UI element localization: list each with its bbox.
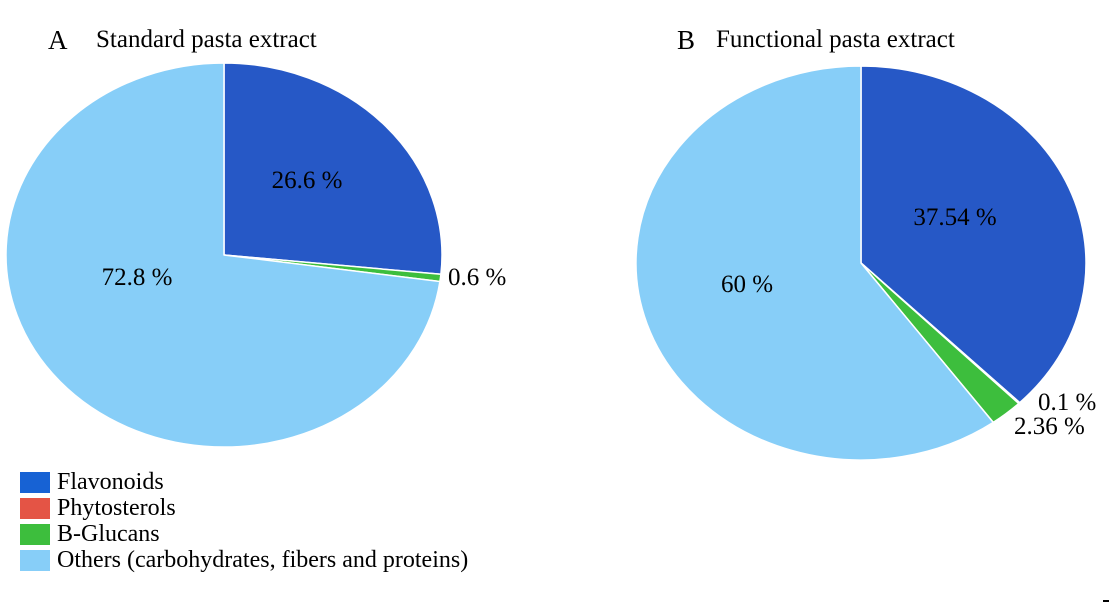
data-label-b-glucans: 2.36 % [1014, 413, 1085, 440]
panel-b-slice-labels: 37.54 % 0.1 %2.36 % 60 % [721, 204, 1096, 440]
phytosterols-swatch [20, 497, 50, 519]
pie-slice-flavonoids [223, 62, 443, 276]
flavonoids-swatch [20, 471, 50, 493]
pie-slice-flavonoids [860, 65, 1087, 404]
data-label-flavonoids: 37.54 % [913, 204, 996, 231]
legend-label: Flavonoids [57, 469, 164, 495]
legend-item-phytosterols: Phytosterols [20, 495, 468, 521]
data-label-others-carbohydrates-fibers-and-proteins: 60 % [721, 271, 773, 298]
legend-item-flavonoids: Flavonoids [20, 469, 468, 495]
data-label-others-carbohydrates-fibers-and-proteins: 72.8 % [102, 264, 173, 291]
legend-label: Phytosterols [57, 495, 176, 521]
legend: Flavonoids Phytosterols B-Glucans Others… [20, 469, 468, 573]
data-label-b-glucans: 0.6 % [448, 264, 506, 291]
panel-a-title: Standard pasta extract [96, 26, 317, 53]
panel-a-letter: A [48, 25, 68, 55]
legend-label: Others (carbohydrates, fibers and protei… [57, 547, 469, 573]
legend-item-b-glucans: B-Glucans [20, 521, 468, 547]
data-label-phytosterols: 0.1 % [1038, 389, 1096, 416]
data-label-flavonoids: 26.6 % [272, 167, 343, 194]
panel-b-title: Functional pasta extract [716, 26, 955, 53]
panel-b-pie [635, 65, 1087, 461]
others-swatch [20, 549, 50, 571]
pie-slice-others-carbohydrates-fibers-and-proteins [635, 65, 994, 461]
panel-a-pie [5, 62, 443, 448]
panel-a-slice-labels: 26.6 % 0.6 % 72.8 % [102, 167, 507, 291]
corner-mark [1103, 600, 1109, 602]
panel-a-standard-pasta: A Standard pasta extract 26.6 % 0.6 % 72.8… [5, 25, 507, 448]
legend-item-others: Others (carbohydrates, fibers and protei… [20, 547, 468, 573]
panel-b-letter: B [677, 25, 695, 55]
pie-slice-others-carbohydrates-fibers-and-proteins [5, 62, 441, 448]
b-glucans-swatch [20, 523, 50, 545]
panel-b-functional-pasta: B Functional pasta extract 37.54 % 0.1 %2… [635, 25, 1096, 461]
legend-label: B-Glucans [57, 521, 160, 547]
